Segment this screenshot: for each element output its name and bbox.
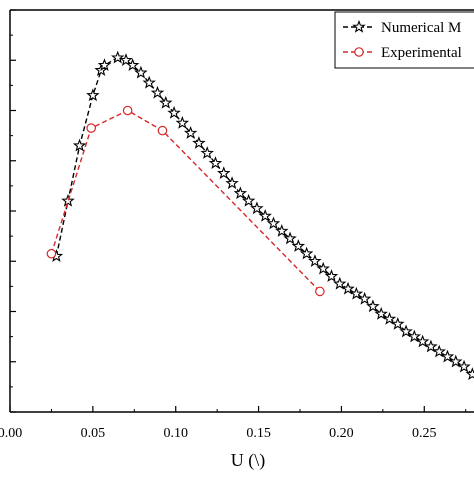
series-1	[46, 105, 325, 297]
x-axis-label: U (\)	[231, 450, 266, 471]
star-data-point	[233, 186, 248, 200]
star-data-point	[283, 231, 297, 245]
legend-box	[334, 11, 474, 69]
legend-marker	[354, 47, 364, 57]
star-data-point	[399, 324, 413, 338]
x-tick-label: 0.15	[246, 426, 271, 441]
x-tick-label: 0.05	[81, 426, 106, 441]
star-data-point	[457, 359, 471, 373]
star-data-point	[357, 291, 372, 305]
legend-marker	[352, 19, 366, 33]
legend-label: Experimental	[381, 45, 462, 61]
star-data-point	[382, 311, 397, 325]
star-data-point	[308, 254, 322, 267]
star-data-point	[134, 65, 148, 79]
series	[46, 50, 474, 381]
star-data-point	[324, 269, 339, 283]
star-data-point	[125, 58, 140, 71]
circle-data-point	[122, 105, 133, 116]
circle-data-point	[157, 125, 168, 136]
star-data-point	[208, 156, 223, 169]
star-data-point	[61, 193, 75, 207]
star-data-point	[415, 334, 430, 348]
star-data-point	[440, 349, 455, 363]
star-data-point	[72, 138, 87, 152]
star-data-point	[97, 58, 112, 72]
star-data-point	[432, 344, 446, 358]
star-data-point	[250, 201, 264, 215]
star-data-point	[167, 105, 181, 119]
star-data-point	[183, 126, 198, 139]
star-data-point	[110, 50, 125, 64]
star-data-point	[241, 193, 256, 207]
star-data-point	[192, 136, 206, 149]
star-data-point	[119, 53, 133, 66]
circle-data-point	[86, 123, 96, 133]
star-data-point	[333, 276, 347, 290]
series-0	[49, 50, 474, 381]
star-data-point	[407, 329, 422, 343]
x-tick-label: 0.10	[163, 426, 188, 441]
star-data-point	[142, 75, 156, 89]
star-data-point	[341, 281, 355, 295]
star-data-point	[266, 216, 281, 230]
star-data-point	[275, 224, 289, 237]
circle-data-point	[46, 248, 57, 259]
star-data-point	[449, 354, 463, 368]
star-data-point	[258, 208, 272, 222]
star-data-point	[299, 246, 314, 260]
legend: Numerical M Experimental	[334, 11, 474, 69]
star-data-point	[150, 85, 165, 99]
star-data-point	[225, 176, 239, 190]
x-tick-label: 0.20	[329, 426, 354, 441]
star-data-point	[349, 286, 364, 300]
x-tick-label: 0.00	[0, 426, 22, 441]
star-data-point	[316, 261, 330, 275]
axes	[9, 9, 474, 413]
ticks: 0.00 0.05 0.10 0.15 0.20 0.25	[0, 9, 467, 441]
star-data-point	[424, 339, 438, 353]
star-data-point	[374, 306, 388, 320]
star-data-point	[465, 367, 474, 381]
series-line	[50, 109, 321, 292]
star-data-point	[217, 166, 231, 180]
star-data-point	[175, 115, 190, 129]
legend-label: Numerical M	[381, 20, 461, 36]
star-data-point	[391, 316, 405, 330]
star-data-point	[366, 299, 380, 313]
star-data-point	[159, 95, 173, 109]
star-data-point	[200, 146, 214, 159]
circle-data-point	[315, 286, 325, 297]
star-data-point	[291, 239, 306, 252]
star-data-point	[86, 88, 100, 102]
x-tick-label: 0.25	[412, 426, 437, 441]
